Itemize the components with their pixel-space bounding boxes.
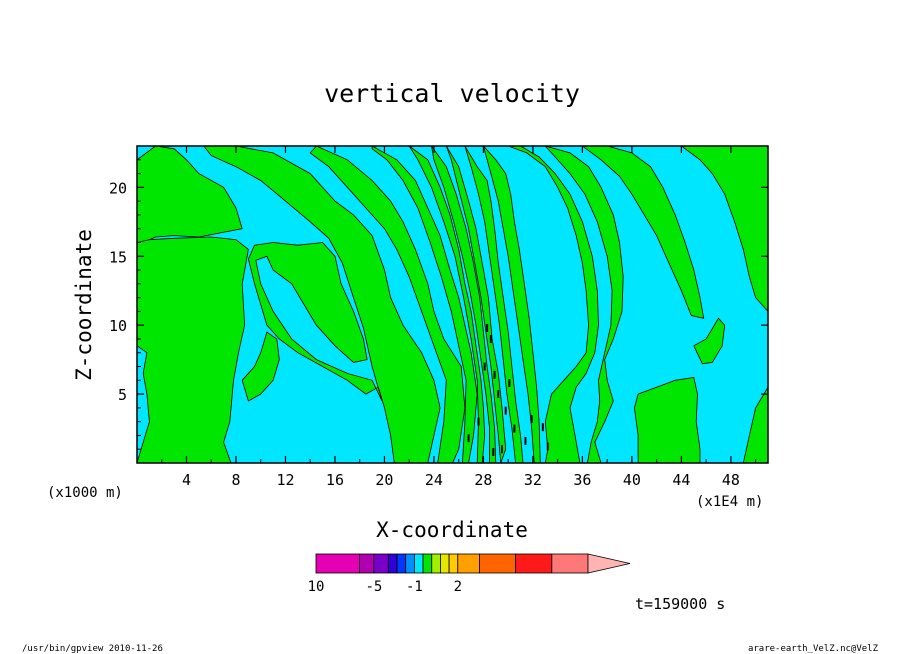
y-tick-label: 15 [109, 248, 127, 266]
contour-detail [483, 362, 486, 371]
colorbar-segment [515, 553, 553, 574]
contour-detail [489, 334, 492, 343]
colorbar-extension [587, 553, 631, 574]
positive-region-band-4 [408, 146, 486, 463]
x-tick-label: 8 [231, 471, 240, 489]
positive-region-left-band [203, 146, 441, 463]
colorbar-ticks: -5 -1 2 10 [308, 579, 462, 595]
y-axis-label: Z-coordinate [72, 229, 96, 381]
contour-detail [541, 423, 544, 432]
colorbar-segment [315, 553, 360, 574]
chart-title: vertical velocity [324, 79, 580, 108]
positive-region-right-blob [693, 317, 726, 365]
y-tick-label: 5 [118, 386, 127, 404]
colorbar-segment [405, 553, 415, 574]
colorbar-segment [387, 553, 398, 574]
positive-region-band-5 [431, 146, 497, 463]
positive-region-band-8 [483, 146, 541, 463]
x-tick-label: 32 [524, 471, 542, 489]
contour-detail [497, 390, 500, 399]
contour-detail [486, 323, 489, 332]
colorbar-tick-label: 10 [308, 579, 325, 595]
x-tick-label: 28 [474, 471, 492, 489]
colorbar-tick-label: -1 [406, 579, 423, 595]
contour-detail [493, 370, 496, 379]
x-tick-label: 20 [375, 471, 393, 489]
y-tick-label: 20 [109, 179, 127, 197]
x-tick-label: 40 [623, 471, 641, 489]
x-tick-label: 16 [326, 471, 344, 489]
positive-region-left-lobe [241, 331, 280, 402]
x-tick-label: 36 [573, 471, 591, 489]
colorbar-segment [413, 553, 424, 574]
contour-detail [477, 417, 480, 426]
positive-region-band-10 [544, 146, 624, 463]
positive-region-band-2 [309, 146, 466, 463]
colorbar-segment [396, 553, 407, 574]
contour-detail [524, 436, 527, 445]
positive-region-band-11 [581, 146, 705, 319]
x-tick-label: 44 [672, 471, 690, 489]
x-axis-label: X-coordinate [376, 518, 528, 542]
colorbar-segment [457, 553, 480, 574]
contour-detail [492, 447, 495, 456]
colorbar-segment [479, 553, 517, 574]
colorbar-segment [359, 553, 375, 574]
x-unit-note: (x1E4 m) [696, 494, 763, 510]
positive-region-right-low [633, 377, 701, 463]
footer-right: arare-earth_VelZ.nc@VelZ [748, 644, 879, 654]
plot-area [137, 146, 768, 463]
colorbar [315, 553, 631, 574]
colorbar-segment [448, 553, 459, 574]
contour-detail [513, 424, 516, 433]
colorbar-segment [431, 553, 441, 574]
colorbar-segment [422, 553, 433, 574]
x-tick-label: 24 [425, 471, 443, 489]
y-tick-label: 10 [109, 317, 127, 335]
positive-region-right-corner [742, 386, 768, 463]
footer-left: /usr/bin/gpview 2010-11-26 [22, 644, 163, 654]
colorbar-tick-label: 2 [454, 579, 462, 595]
contour-detail [508, 379, 511, 388]
y-axis: 5 10 15 20 [109, 159, 768, 450]
colorbar-tick-label: -5 [365, 579, 382, 595]
positive-region-band-6 [445, 146, 507, 463]
plot-frame [136, 145, 769, 464]
positive-region-left [137, 236, 249, 463]
positive-region-band-3 [371, 146, 478, 463]
y-unit-note: (x1000 m) [47, 485, 123, 501]
x-tick-label: 12 [276, 471, 294, 489]
colorbar-segment [440, 553, 450, 574]
x-tick-label: 48 [722, 471, 740, 489]
colorbar-segment [551, 553, 589, 574]
contour-detail [500, 445, 503, 454]
time-label: t=159000 s [635, 595, 725, 613]
x-tick-label: 4 [182, 471, 191, 489]
colorbar-segment [373, 553, 389, 574]
contour-detail [546, 442, 549, 451]
contour-layer [137, 146, 768, 463]
positive-region-right-top [656, 146, 768, 312]
positive-region-band-9 [508, 146, 599, 463]
contour-detail [504, 406, 507, 415]
contour-detail [467, 434, 470, 443]
x-axis: 4 8 12 16 20 24 28 32 36 40 44 48 [161, 146, 757, 489]
contour-detail [530, 414, 533, 423]
